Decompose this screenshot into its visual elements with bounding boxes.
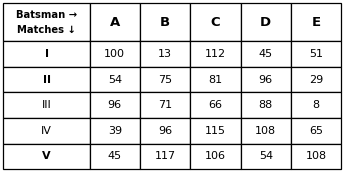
Text: 96: 96 (259, 75, 273, 85)
Bar (140, 93, 190, 118)
Bar (190, 118, 240, 144)
Bar (190, 144, 240, 169)
Bar (90, 67, 140, 93)
Text: 117: 117 (155, 152, 176, 161)
Bar (90, 3, 140, 41)
Bar (90, 93, 140, 118)
Text: IV: IV (41, 126, 52, 136)
Text: 8: 8 (312, 100, 320, 110)
Text: Batsman →: Batsman → (16, 10, 77, 20)
Text: 71: 71 (158, 100, 172, 110)
Bar (3, 3, 90, 41)
Bar (190, 41, 240, 67)
Text: 45: 45 (108, 152, 122, 161)
Text: 54: 54 (259, 152, 273, 161)
Bar (3, 41, 90, 67)
Text: 65: 65 (309, 126, 323, 136)
Text: 100: 100 (104, 49, 125, 59)
Bar (291, 3, 341, 41)
Bar (140, 118, 190, 144)
Text: III: III (42, 100, 51, 110)
Bar (240, 144, 291, 169)
Bar (291, 93, 341, 118)
Text: 51: 51 (309, 49, 323, 59)
Text: I: I (45, 49, 48, 59)
Bar (240, 93, 291, 118)
Text: E: E (311, 16, 321, 29)
Bar (140, 67, 190, 93)
Bar (190, 67, 240, 93)
Bar (90, 118, 140, 144)
Bar (140, 3, 190, 41)
Text: 39: 39 (108, 126, 122, 136)
Bar (190, 3, 240, 41)
Text: 115: 115 (205, 126, 226, 136)
Bar (190, 93, 240, 118)
Bar (140, 144, 190, 169)
Text: 88: 88 (259, 100, 273, 110)
Bar (240, 67, 291, 93)
Bar (3, 67, 90, 93)
Bar (240, 3, 291, 41)
Text: B: B (160, 16, 170, 29)
Bar (3, 144, 90, 169)
Bar (3, 118, 90, 144)
Text: 54: 54 (108, 75, 122, 85)
Bar (90, 41, 140, 67)
Text: 96: 96 (108, 100, 122, 110)
Bar (291, 67, 341, 93)
Text: 45: 45 (259, 49, 273, 59)
Text: II: II (43, 75, 50, 85)
Bar (3, 93, 90, 118)
Bar (291, 41, 341, 67)
Text: V: V (42, 152, 51, 161)
Text: 66: 66 (209, 100, 222, 110)
Text: 13: 13 (158, 49, 172, 59)
Text: A: A (110, 16, 120, 29)
Text: 108: 108 (255, 126, 276, 136)
Bar (240, 41, 291, 67)
Text: 112: 112 (205, 49, 226, 59)
Text: 96: 96 (158, 126, 172, 136)
Text: 106: 106 (205, 152, 226, 161)
Bar (90, 144, 140, 169)
Text: C: C (211, 16, 220, 29)
Bar (140, 41, 190, 67)
Text: Matches ↓: Matches ↓ (17, 25, 76, 35)
Text: 81: 81 (208, 75, 223, 85)
Text: D: D (260, 16, 271, 29)
Text: 75: 75 (158, 75, 172, 85)
Text: 108: 108 (306, 152, 327, 161)
Bar (291, 118, 341, 144)
Text: 29: 29 (309, 75, 323, 85)
Bar (291, 144, 341, 169)
Bar (240, 118, 291, 144)
